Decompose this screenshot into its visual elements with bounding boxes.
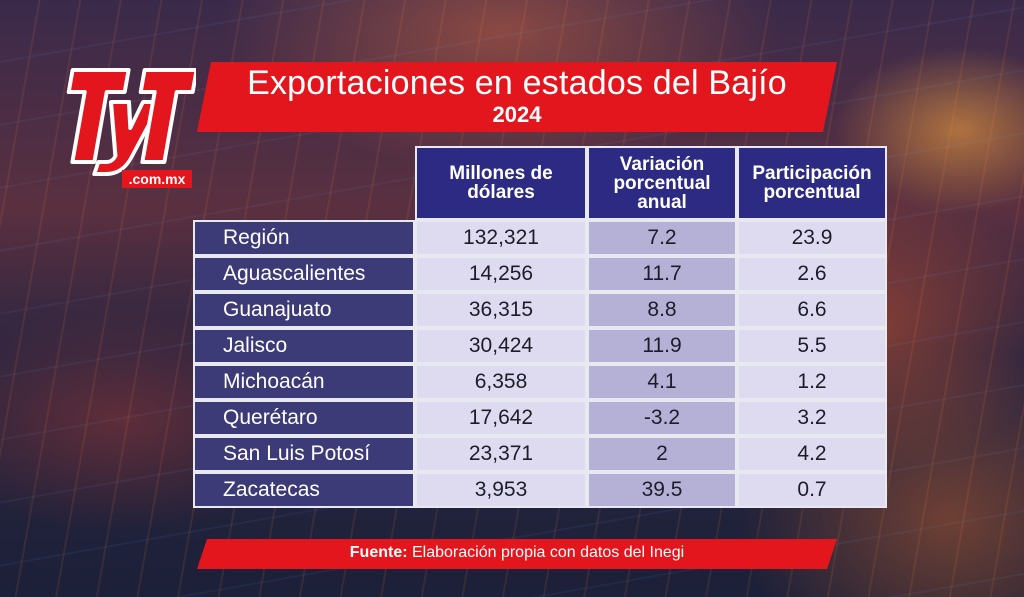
logo-domain: .com.mx — [129, 171, 186, 187]
table-row: San Luis Potosí 23,371 2 4.2 — [193, 436, 887, 472]
source-banner: Fuente: Elaboración propia con datos del… — [197, 539, 837, 569]
source-text: Elaboración propia con datos del Inegi — [407, 544, 685, 561]
header-line: anual — [637, 191, 687, 213]
row-usd: 6,358 — [415, 364, 587, 400]
row-variation: 11.7 — [587, 256, 737, 292]
header-line: Variación — [619, 153, 705, 175]
row-state: Guanajuato — [193, 292, 415, 328]
row-share: 6.6 — [737, 292, 887, 328]
source-note: Fuente: Elaboración propia con datos del… — [197, 544, 837, 562]
table-row: Jalisco 30,424 11.9 5.5 — [193, 328, 887, 364]
row-state: Michoacán — [193, 364, 415, 400]
row-share: 1.2 — [737, 364, 887, 400]
row-state: Región — [193, 220, 415, 256]
exports-table: Millones de dólares Variación porcentual… — [193, 146, 887, 508]
header-variacion: Variación porcentual anual — [587, 146, 737, 220]
row-share: 0.7 — [737, 472, 887, 508]
table-row: Aguascalientes 14,256 11.7 2.6 — [193, 256, 887, 292]
row-share: 4.2 — [737, 436, 887, 472]
header-millones: Millones de dólares — [415, 146, 587, 220]
header-empty — [193, 146, 415, 220]
row-variation: 11.9 — [587, 328, 737, 364]
row-state: Querétaro — [193, 400, 415, 436]
row-variation: -3.2 — [587, 400, 737, 436]
source-label: Fuente: — [349, 544, 408, 561]
table-row: Guanajuato 36,315 8.8 6.6 — [193, 292, 887, 328]
table-row: Michoacán 6,358 4.1 1.2 — [193, 364, 887, 400]
header-participacion: Participación porcentual — [737, 146, 887, 220]
row-state: San Luis Potosí — [193, 436, 415, 472]
row-state: Zacatecas — [193, 472, 415, 508]
header-line: porcentual — [613, 172, 711, 194]
title-banner: Exportaciones en estados del Bajío 2024 — [197, 62, 837, 132]
row-share: 5.5 — [737, 328, 887, 364]
table-row: Zacatecas 3,953 39.5 0.7 — [193, 472, 887, 508]
row-variation: 7.2 — [587, 220, 737, 256]
table-row: Región 132,321 7.2 23.9 — [193, 220, 887, 256]
row-usd: 17,642 — [415, 400, 587, 436]
row-usd: 23,371 — [415, 436, 587, 472]
page-title: Exportaciones en estados del Bajío — [247, 64, 787, 102]
table-header-row: Millones de dólares Variación porcentual… — [193, 146, 887, 220]
row-variation: 8.8 — [587, 292, 737, 328]
row-state: Jalisco — [193, 328, 415, 364]
table-row: Querétaro 17,642 -3.2 3.2 — [193, 400, 887, 436]
row-usd: 132,321 — [415, 220, 587, 256]
row-variation: 4.1 — [587, 364, 737, 400]
row-share: 2.6 — [737, 256, 887, 292]
row-variation: 39.5 — [587, 472, 737, 508]
tyt-logo: .com.mx — [52, 62, 199, 190]
header-line: Millones de — [449, 163, 553, 184]
row-usd: 36,315 — [415, 292, 587, 328]
row-usd: 14,256 — [415, 256, 587, 292]
header-line: dólares — [467, 182, 535, 203]
title-year: 2024 — [492, 102, 542, 127]
header-line: porcentual — [763, 182, 861, 203]
row-variation: 2 — [587, 436, 737, 472]
row-share: 23.9 — [737, 220, 887, 256]
row-state: Aguascalientes — [193, 256, 415, 292]
row-usd: 30,424 — [415, 328, 587, 364]
row-share: 3.2 — [737, 400, 887, 436]
header-line: Participación — [752, 163, 872, 184]
row-usd: 3,953 — [415, 472, 587, 508]
